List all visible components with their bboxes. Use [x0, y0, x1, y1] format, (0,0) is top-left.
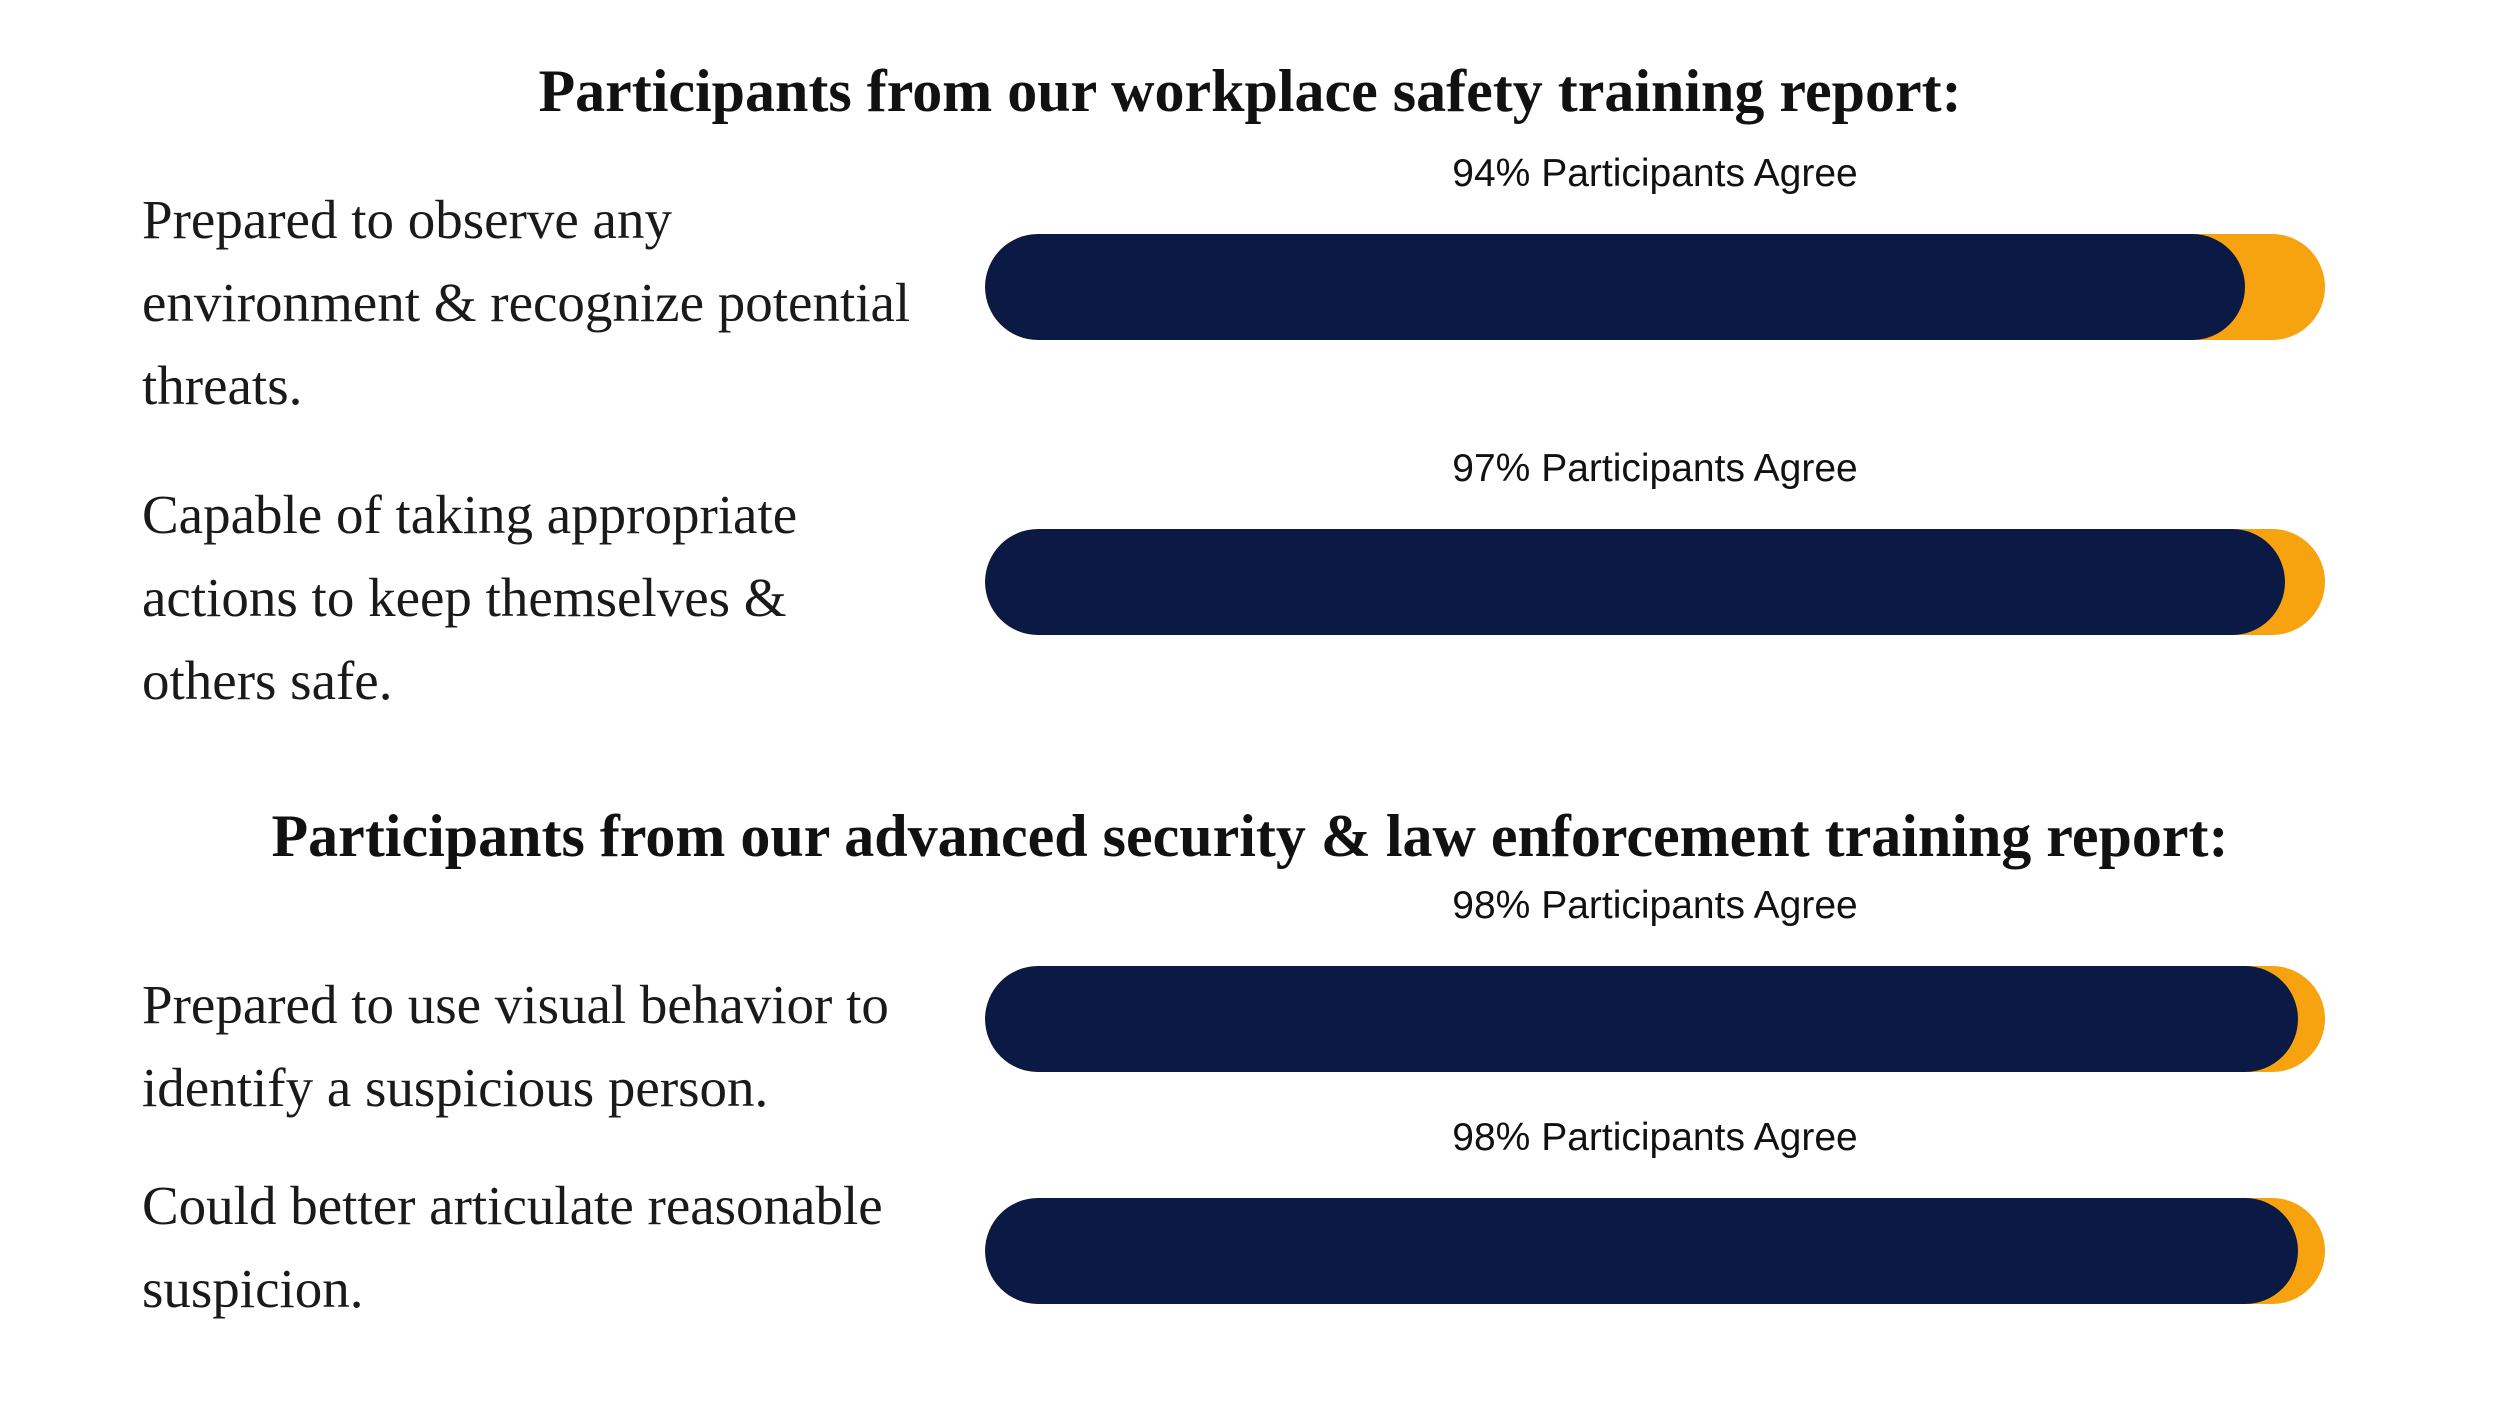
bar-track-3: [985, 966, 2325, 1072]
item-description-3: Prepared to use visual behavior to ident…: [142, 974, 889, 1118]
bar-fill-1: [985, 234, 2245, 340]
item-description-1: Prepared to observe any environment & re…: [142, 189, 911, 416]
item-description-2: Capable of taking appropriate actions to…: [142, 484, 798, 711]
bar-fill-4: [985, 1198, 2299, 1304]
section-heading-workplace: Participants from our workplace safety t…: [538, 58, 1962, 124]
item-description-4: Could better articulate reasonable suspi…: [142, 1175, 883, 1319]
bar-label-4: 98% Participants Agree: [1452, 1116, 1858, 1159]
bar-track-2: [985, 529, 2325, 635]
bar-label-2: 97% Participants Agree: [1452, 447, 1858, 490]
section-heading-advanced: Participants from our advanced security …: [271, 803, 2229, 869]
bar-label-3: 98% Participants Agree: [1452, 884, 1858, 927]
bar-label-1: 94% Participants Agree: [1452, 152, 1858, 195]
bar-fill-2: [985, 529, 2285, 635]
bar-track-1: [985, 234, 2325, 340]
bar-track-4: [985, 1198, 2325, 1304]
bar-fill-3: [985, 966, 2299, 1072]
